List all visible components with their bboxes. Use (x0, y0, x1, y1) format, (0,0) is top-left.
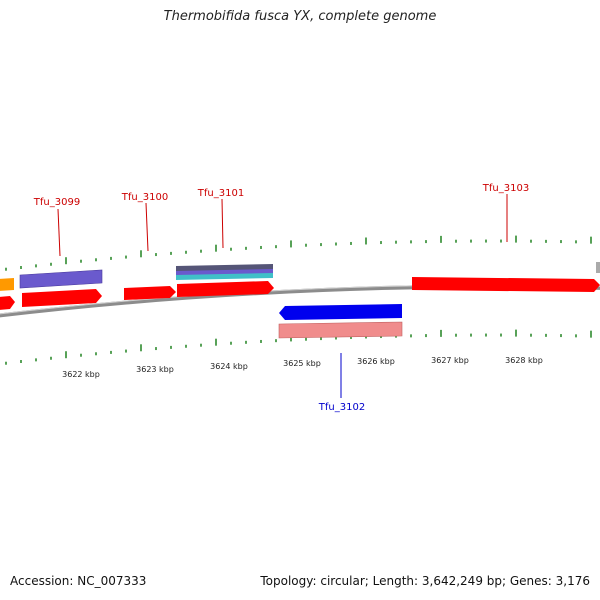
accession-text: Accession: NC_007333 (10, 574, 147, 588)
upper-tick-track (5, 235, 592, 271)
gene-arrow-3101[interactable] (177, 281, 274, 297)
label-leaders (57, 194, 508, 398)
scale-label-3622: 3622 kbp (62, 370, 100, 379)
gene-arrow-3102[interactable] (279, 304, 402, 320)
gene-label-tfu-3102[interactable]: Tfu_3102 (318, 402, 365, 413)
gene-label-tfu-3101[interactable]: Tfu_3101 (197, 188, 244, 199)
scale-label-3628: 3628 kbp (505, 356, 543, 365)
feature-pink-3102[interactable] (278, 321, 403, 339)
reverse-features (278, 304, 403, 339)
scale-labels: 3622 kbp 3623 kbp 3624 kbp 3625 kbp 3626… (62, 356, 543, 379)
gene-arrow-3103[interactable] (412, 277, 600, 292)
scale-label-3624: 3624 kbp (210, 362, 248, 371)
gene-label-tfu-3103[interactable]: Tfu_3103 (482, 183, 529, 194)
gene-arrow-a[interactable] (0, 296, 15, 310)
gene-label-tfu-3099[interactable]: Tfu_3099 (33, 197, 80, 208)
genome-summary-text: Topology: circular; Length: 3,642,249 bp… (260, 574, 590, 588)
feature-purple-3099[interactable] (19, 269, 103, 289)
scale-label-3623: 3623 kbp (136, 365, 174, 374)
scale-label-3626: 3626 kbp (357, 357, 395, 366)
scale-label-3627: 3627 kbp (431, 356, 469, 365)
gene-arrow-3100[interactable] (124, 286, 176, 300)
feature-orange[interactable] (0, 278, 14, 291)
forward-features (0, 262, 600, 310)
feature-stack-3101-low[interactable] (176, 273, 273, 280)
scale-label-3625: 3625 kbp (283, 359, 321, 368)
gene-arrow-3099[interactable] (22, 289, 102, 307)
gene-labels: Tfu_3099 Tfu_3100 Tfu_3101 Tfu_3103 Tfu_… (33, 183, 529, 413)
map-title: Thermobifida fusca YX, complete genome (163, 9, 437, 24)
feature-edge-grey (596, 262, 600, 273)
gene-label-tfu-3100[interactable]: Tfu_3100 (121, 192, 168, 203)
